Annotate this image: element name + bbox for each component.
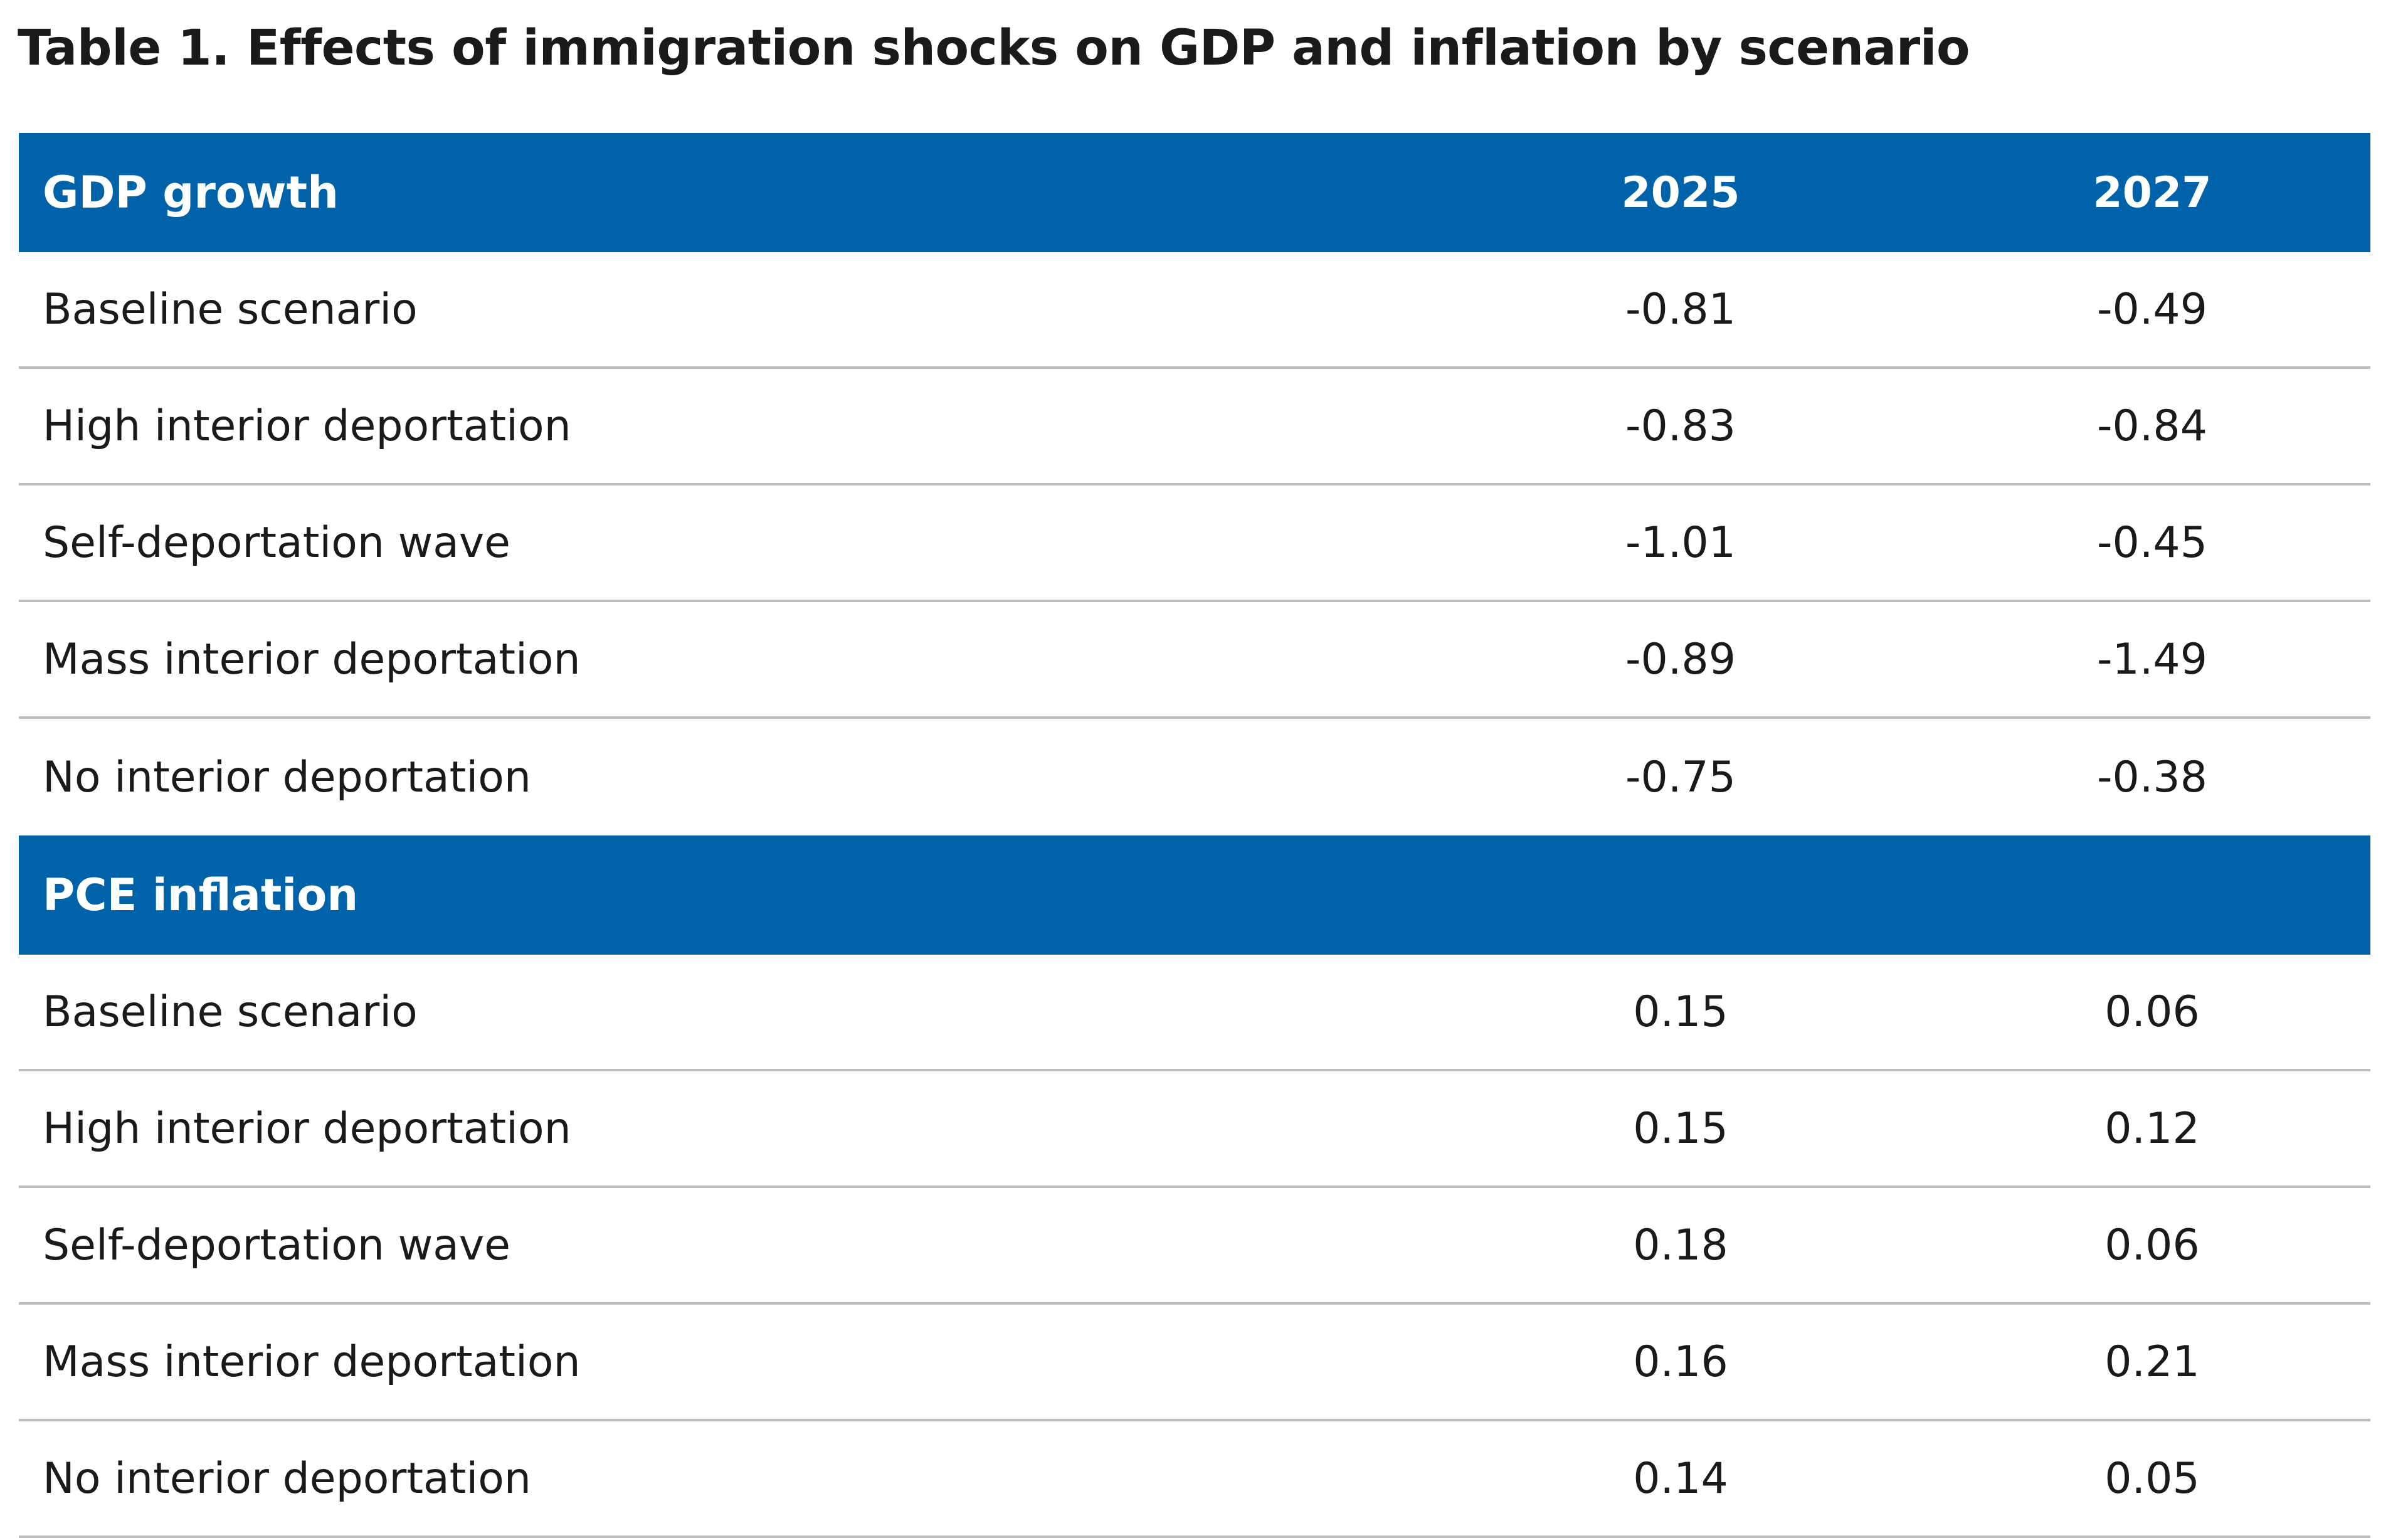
cell-2025: -0.75 [1625,752,1736,802]
cell-2025: -0.81 [1625,284,1736,334]
row-label: High interior deportation [43,1103,571,1154]
cell-2027: 0.06 [2104,1220,2200,1270]
cell-2025: 0.15 [1633,1103,1728,1154]
cell-2025: -0.83 [1625,401,1736,451]
cell-2025: 0.15 [1633,987,1728,1037]
table-row: Mass interior deportation -0.89 -1.49 [19,602,2370,719]
row-label: Mass interior deportation [43,634,581,684]
cell-2027: -0.49 [2097,284,2207,334]
row-label: Mass interior deportation [43,1337,581,1387]
cell-2025: 0.14 [1633,1453,1728,1504]
row-label: Self-deportation wave [43,1220,510,1270]
cell-2027: 0.21 [2104,1337,2200,1387]
row-label: No interior deportation [43,752,531,802]
cell-2027: -0.84 [2097,401,2207,451]
row-label: Baseline scenario [43,284,418,334]
cell-2027: -0.38 [2097,752,2207,802]
cell-2027: 0.12 [2104,1103,2200,1154]
row-label: Baseline scenario [43,987,418,1037]
table-row: No interior deportation 0.14 0.05 [19,1421,2370,1538]
table-row: No interior deportation -0.75 -0.38 [19,719,2370,835]
cell-2025: 0.16 [1633,1337,1728,1387]
cell-2027: 0.05 [2104,1453,2200,1504]
cell-2027: -0.45 [2097,517,2207,568]
row-label: No interior deportation [43,1453,531,1504]
results-table: GDP growth 2025 2027 Baseline scenario -… [19,133,2370,1538]
table-row: High interior deportation -0.83 -0.84 [19,369,2370,485]
table-row: Baseline scenario -0.81 -0.49 [19,252,2370,369]
table-row: Baseline scenario 0.15 0.06 [19,955,2370,1071]
row-label: Self-deportation wave [43,517,510,568]
column-header-2027: 2027 [2093,167,2212,218]
section-title: PCE inflation [43,869,359,921]
table-row: Self-deportation wave 0.18 0.06 [19,1188,2370,1305]
cell-2027: 0.06 [2104,987,2200,1037]
table-row: Mass interior deportation 0.16 0.21 [19,1305,2370,1421]
table-row: Self-deportation wave -1.01 -0.45 [19,485,2370,602]
section-header-pce-inflation: PCE inflation [19,835,2370,955]
section-title: GDP growth [43,167,339,218]
table-row: High interior deportation 0.15 0.12 [19,1071,2370,1188]
cell-2025: -0.89 [1625,634,1736,684]
row-label: High interior deportation [43,401,571,451]
cell-2025: -1.01 [1625,517,1736,568]
cell-2025: 0.18 [1633,1220,1728,1270]
table-title: Table 1. Effects of immigration shocks o… [18,20,1970,77]
section-header-gdp-growth: GDP growth 2025 2027 [19,133,2370,252]
column-header-2025: 2025 [1621,167,1740,218]
cell-2027: -1.49 [2097,634,2207,684]
